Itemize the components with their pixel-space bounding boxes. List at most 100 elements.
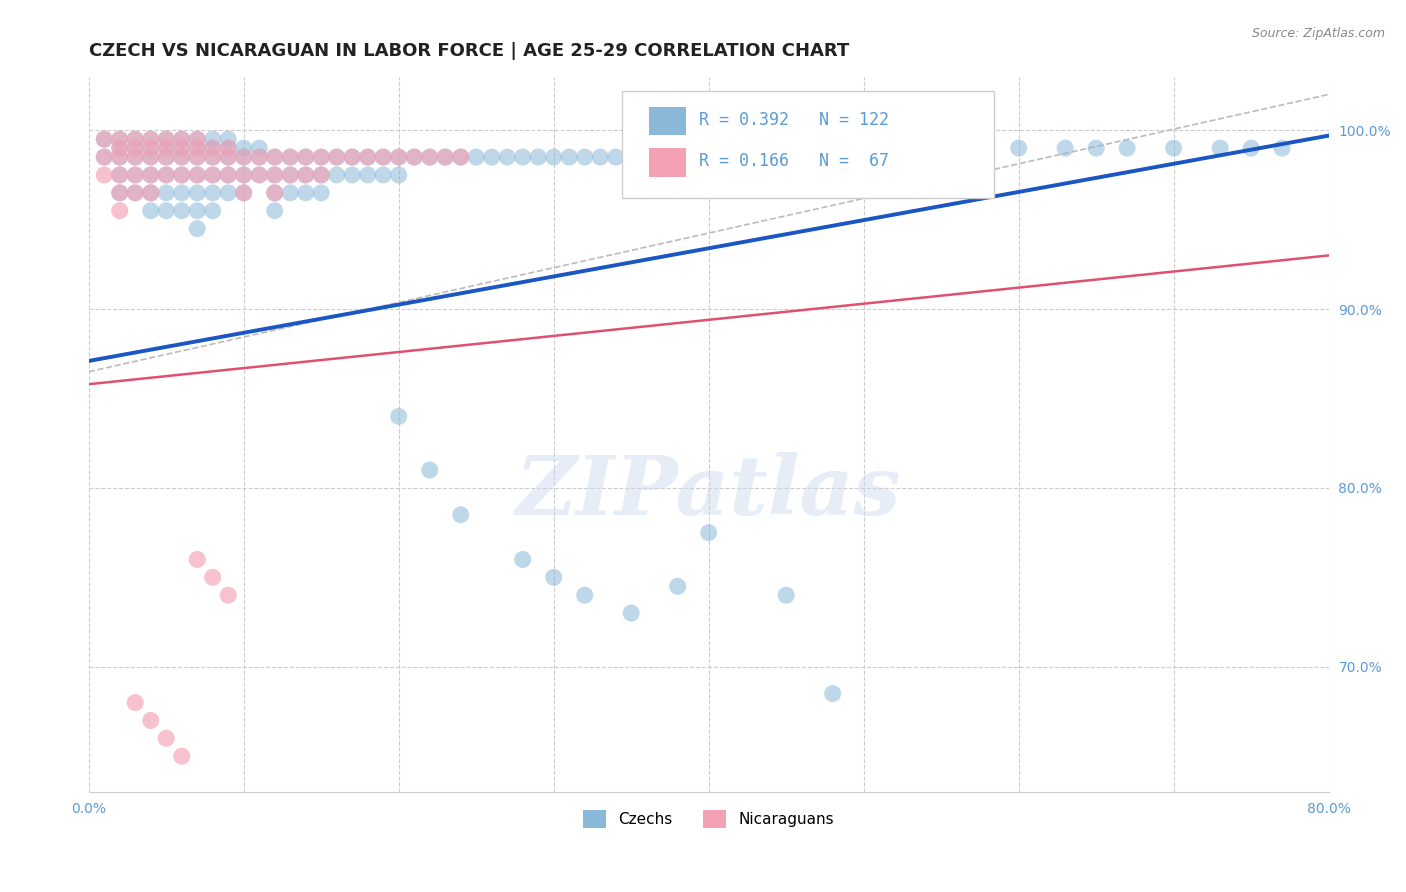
Point [201,168,224,182]
Point [124,186,146,200]
Point [201,141,224,155]
Bar [650,107,686,136]
Point [404,150,426,164]
Point [496,150,519,164]
Point [108,141,131,155]
Point [139,150,162,164]
Point [543,150,565,164]
Point [139,203,162,218]
Point [232,150,254,164]
Point [325,150,347,164]
Point [139,132,162,146]
Point [666,579,689,593]
Point [388,409,411,424]
Point [1054,141,1077,155]
Point [263,150,285,164]
Point [186,150,208,164]
Point [108,186,131,200]
Point [232,168,254,182]
Point [1240,141,1263,155]
Text: CZECH VS NICARAGUAN IN LABOR FORCE | AGE 25-29 CORRELATION CHART: CZECH VS NICARAGUAN IN LABOR FORCE | AGE… [89,42,849,60]
Point [450,150,472,164]
Point [247,150,270,164]
Point [186,141,208,155]
Point [108,203,131,218]
Point [170,168,193,182]
Point [960,141,983,155]
Point [728,141,751,155]
Point [217,132,239,146]
Point [481,150,503,164]
Point [294,186,316,200]
Point [93,132,115,146]
Point [139,132,162,146]
Point [342,150,364,164]
Point [278,168,301,182]
Point [589,150,612,164]
Point [139,141,162,155]
Point [124,141,146,155]
Point [170,186,193,200]
Point [217,141,239,155]
Point [155,168,177,182]
Point [124,132,146,146]
Point [155,150,177,164]
Point [217,588,239,602]
Point [93,132,115,146]
Point [543,570,565,584]
Point [1163,141,1185,155]
Point [388,168,411,182]
Point [155,150,177,164]
Point [1008,141,1031,155]
Point [263,186,285,200]
Point [170,141,193,155]
Point [124,141,146,155]
Point [139,186,162,200]
Point [232,186,254,200]
Point [294,150,316,164]
Point [170,749,193,764]
Point [155,132,177,146]
Point [155,141,177,155]
Point [636,141,658,155]
Point [155,141,177,155]
Point [278,150,301,164]
Point [139,714,162,728]
Point [108,186,131,200]
Point [155,168,177,182]
Point [620,150,643,164]
Point [512,552,534,566]
Point [1116,141,1139,155]
Point [139,186,162,200]
Point [373,150,395,164]
Point [450,508,472,522]
Point [186,150,208,164]
Point [217,186,239,200]
Point [929,141,952,155]
Point [806,141,828,155]
Text: R = 0.392   N = 122: R = 0.392 N = 122 [699,111,889,128]
Point [108,168,131,182]
Point [247,168,270,182]
Point [186,186,208,200]
Point [232,168,254,182]
Point [217,150,239,164]
Point [263,168,285,182]
Point [201,570,224,584]
Point [309,150,332,164]
Point [263,150,285,164]
Point [232,150,254,164]
Point [605,150,627,164]
Point [201,141,224,155]
Point [558,150,581,164]
Point [201,132,224,146]
Point [527,150,550,164]
Point [404,150,426,164]
Point [852,141,875,155]
Point [1085,141,1108,155]
Point [170,150,193,164]
Point [294,168,316,182]
Point [898,141,921,155]
Point [309,168,332,182]
Point [247,150,270,164]
